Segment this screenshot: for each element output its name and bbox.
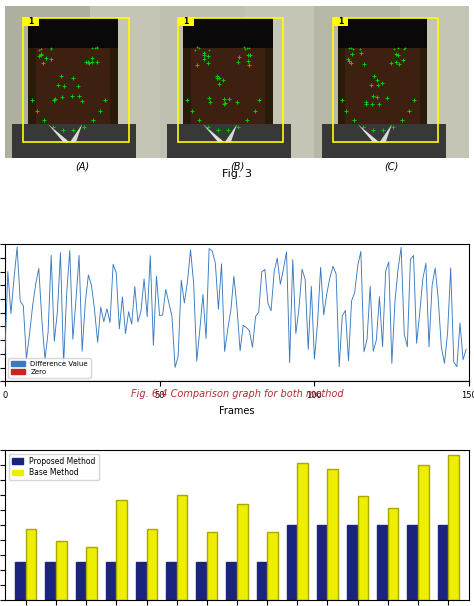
Polygon shape: [203, 124, 225, 142]
Bar: [346, 33, 419, 124]
Bar: [15, 562, 26, 600]
Bar: [408, 525, 418, 600]
Bar: [183, 21, 273, 130]
Bar: [146, 528, 157, 600]
Bar: [90, 6, 160, 158]
Bar: [237, 504, 247, 600]
Bar: [26, 528, 36, 600]
Polygon shape: [380, 124, 392, 142]
Bar: [328, 468, 338, 600]
Bar: [418, 465, 428, 600]
Bar: [267, 533, 278, 600]
Bar: [207, 533, 218, 600]
Text: (A): (A): [75, 162, 89, 171]
Bar: [377, 525, 388, 600]
Bar: [28, 18, 118, 48]
Legend: Difference Value, Zero: Difference Value, Zero: [8, 358, 91, 378]
Bar: [5, 6, 160, 158]
Bar: [287, 525, 297, 600]
Bar: [23, 18, 128, 142]
Bar: [333, 18, 438, 142]
Bar: [56, 541, 66, 600]
Bar: [183, 18, 273, 48]
Legend: Proposed Method, Base Method: Proposed Method, Base Method: [9, 454, 99, 480]
Bar: [160, 6, 314, 158]
Bar: [86, 547, 97, 600]
Bar: [12, 124, 137, 158]
Bar: [347, 525, 358, 600]
Text: 1: 1: [338, 17, 343, 25]
Bar: [196, 562, 207, 600]
Bar: [333, 17, 348, 26]
Text: 1: 1: [28, 17, 34, 25]
Bar: [76, 562, 86, 600]
Polygon shape: [358, 124, 380, 142]
Text: 1: 1: [183, 17, 189, 25]
Bar: [178, 17, 194, 26]
Bar: [358, 496, 368, 600]
Bar: [337, 18, 428, 48]
Text: (B): (B): [230, 162, 244, 171]
Bar: [322, 124, 446, 158]
Bar: [167, 124, 291, 158]
Bar: [36, 33, 110, 124]
Text: Fig. 3: Fig. 3: [222, 169, 252, 179]
Bar: [388, 508, 398, 600]
Polygon shape: [70, 124, 82, 142]
Bar: [317, 525, 328, 600]
Bar: [400, 6, 469, 158]
Bar: [166, 562, 177, 600]
Text: (C): (C): [385, 162, 399, 171]
Bar: [256, 562, 267, 600]
Bar: [245, 6, 314, 158]
Bar: [106, 562, 116, 600]
Polygon shape: [48, 124, 70, 142]
Bar: [448, 455, 459, 600]
Bar: [46, 562, 56, 600]
Bar: [438, 525, 448, 600]
Bar: [116, 500, 127, 600]
Bar: [337, 21, 428, 130]
Bar: [191, 33, 265, 124]
Bar: [28, 21, 118, 130]
Text: Fig. 6.4 Comparison graph for both method: Fig. 6.4 Comparison graph for both metho…: [131, 389, 343, 399]
Bar: [297, 464, 308, 600]
Bar: [227, 562, 237, 600]
Polygon shape: [225, 124, 237, 142]
Bar: [314, 6, 469, 158]
Bar: [178, 18, 283, 142]
Bar: [23, 17, 39, 26]
Bar: [136, 562, 146, 600]
Bar: [177, 495, 187, 600]
X-axis label: Frames: Frames: [219, 405, 255, 416]
